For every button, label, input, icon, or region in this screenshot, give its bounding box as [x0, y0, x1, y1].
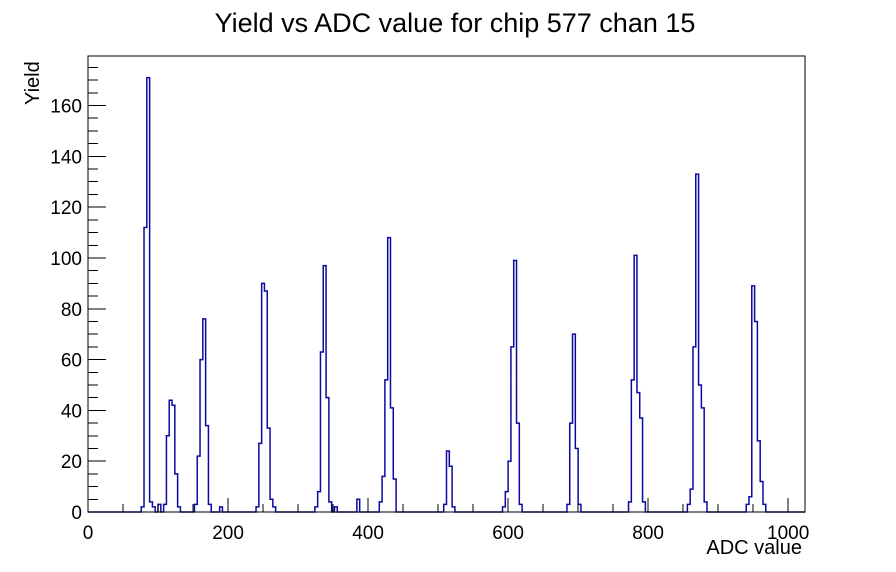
x-tick-label: 600	[492, 523, 524, 544]
x-tick-label: 0	[83, 523, 94, 544]
histogram-line	[88, 76, 805, 513]
y-tick-label: 0	[71, 503, 82, 524]
y-tick-label: 40	[61, 401, 82, 422]
plot-frame	[87, 55, 806, 513]
x-tick-label: 200	[212, 523, 244, 544]
y-tick-label: 160	[50, 97, 82, 118]
y-tick-label: 120	[50, 198, 82, 219]
y-tick-label: 20	[61, 452, 82, 473]
y-tick-label: 100	[50, 249, 82, 270]
y-tick-label: 80	[61, 300, 82, 321]
y-tick-label: 60	[61, 351, 82, 372]
x-tick-label: 400	[352, 523, 384, 544]
x-tick-label: 1000	[767, 523, 809, 544]
y-tick-label: 140	[50, 147, 82, 168]
plot-title: Yield vs ADC value for chip 577 chan 15	[214, 8, 696, 38]
x-tick-label: 800	[632, 523, 664, 544]
x-axis-title: ADC value	[706, 537, 802, 559]
